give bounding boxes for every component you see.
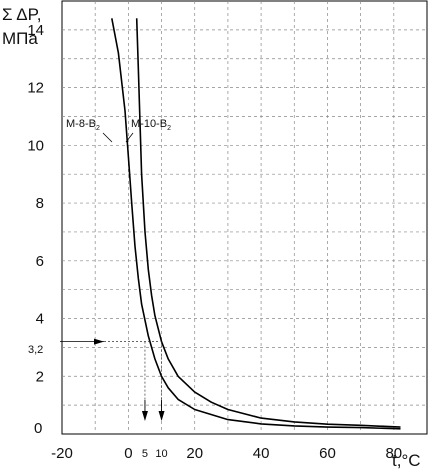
y-tick-label: 14	[27, 22, 44, 39]
y-tick-label: 12	[27, 80, 44, 97]
y-tick-labels: 2 4 6 8 10 12 14	[27, 22, 44, 385]
x-tick-label: 40	[253, 445, 270, 462]
y-tick-label: 4	[36, 311, 44, 328]
x-axis-title: t,°C	[392, 451, 421, 470]
level-label: 3,2	[28, 344, 43, 356]
arrow-value-label: 10	[155, 448, 167, 460]
series-label-m10: М-10-В2	[131, 118, 171, 132]
arrow-head	[158, 411, 165, 421]
x-tick-label: 0	[124, 445, 132, 462]
x-arrow-annotations: 5 10	[141, 341, 168, 460]
level-arrow-head	[94, 338, 104, 345]
y-axis-title-line2: МПа	[2, 29, 38, 48]
y-axis-title-line1: Σ ΔP,	[2, 5, 42, 24]
series-line-m10	[135, 18, 401, 428]
level-annotation	[60, 338, 160, 345]
y-zero-label: 0	[34, 420, 42, 437]
y-tick-label: 6	[36, 253, 44, 270]
arrow-head	[141, 411, 148, 421]
plot-area	[61, 0, 428, 435]
series-group	[111, 18, 401, 430]
series-line-m8	[111, 18, 401, 430]
x-tick-label: 60	[319, 445, 336, 462]
series-label-m8: М-8-В2	[66, 118, 100, 132]
series-leader-m10	[125, 132, 134, 143]
x-tick-label: -20	[51, 445, 73, 462]
y-tick-label: 8	[36, 195, 44, 212]
x-tick-label: 80	[385, 445, 402, 462]
arrow-value-label: 5	[142, 448, 148, 460]
x-tick-labels: -20 0 20 40 60 80	[51, 445, 402, 462]
y-tick-label: 2	[36, 368, 44, 385]
y-tick-label: 10	[27, 137, 44, 154]
series-leader-m8	[102, 132, 113, 143]
x-tick-label: 20	[186, 445, 203, 462]
